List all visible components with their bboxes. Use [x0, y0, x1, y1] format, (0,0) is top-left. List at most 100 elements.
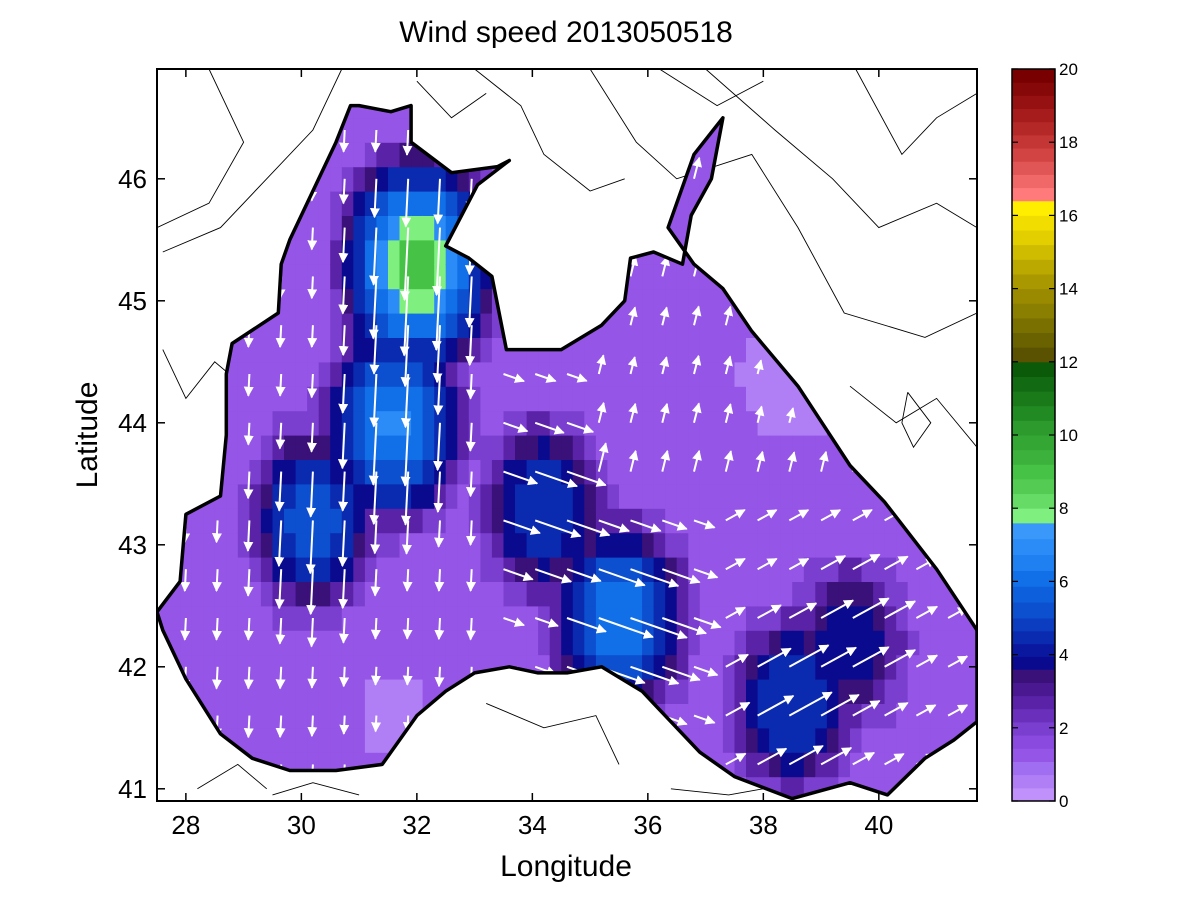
field-cell — [353, 166, 366, 192]
field-cell — [353, 117, 366, 143]
field-cell — [491, 337, 504, 363]
field-cell — [642, 581, 655, 607]
wind-arrow — [434, 520, 445, 548]
wind-arrow — [368, 422, 379, 486]
field-cell — [249, 508, 262, 534]
field-cell — [503, 532, 516, 558]
field-cell — [318, 264, 331, 290]
field-cell — [619, 532, 632, 558]
field-cell — [434, 239, 447, 265]
field-cell — [757, 410, 770, 436]
field-cell — [272, 410, 285, 436]
wind-arrow — [503, 373, 525, 383]
field-cell — [376, 630, 389, 656]
field-cell — [284, 435, 297, 460]
field-cell — [607, 361, 620, 387]
field-cell — [445, 361, 458, 387]
wind-arrow — [401, 520, 412, 555]
wind-arrow — [338, 178, 349, 205]
wind-arrow — [305, 520, 316, 575]
field-cell — [699, 605, 712, 631]
field-cell — [757, 752, 770, 778]
field-cell — [272, 386, 285, 412]
field-cell — [572, 410, 585, 436]
field-cell — [884, 654, 897, 680]
field-cell — [295, 630, 308, 656]
land-contour-line — [162, 69, 343, 253]
field-cell — [284, 337, 297, 363]
field-cell — [445, 288, 458, 314]
field-cell — [665, 264, 678, 290]
field-cell — [399, 605, 412, 631]
wind-arrow — [275, 715, 286, 739]
field-cell — [422, 361, 435, 387]
wind-arrow — [337, 520, 348, 568]
field-cell — [676, 679, 689, 704]
field-cell — [376, 264, 389, 290]
field-cell — [769, 703, 782, 729]
field-cell — [676, 459, 689, 485]
field-cell — [642, 361, 655, 387]
field-cell — [411, 557, 424, 582]
wind-arrow — [725, 752, 747, 766]
field-cell — [572, 361, 585, 387]
y-axis-title: Latitude — [71, 382, 104, 489]
field-cell — [445, 410, 458, 436]
field-cell — [619, 483, 632, 509]
field-cell — [653, 557, 666, 582]
field-cell — [653, 459, 666, 485]
field-cell — [896, 581, 909, 607]
field-cell — [630, 581, 643, 607]
field-cell — [919, 727, 932, 753]
field-cell — [330, 483, 343, 509]
field-cell — [249, 410, 262, 436]
field-cell — [353, 508, 366, 534]
field-cell — [792, 752, 805, 778]
colorbar-segment — [1012, 69, 1055, 83]
field-cell — [411, 581, 424, 607]
field-cell — [191, 630, 204, 656]
field-cell — [746, 483, 759, 509]
field-cell — [318, 654, 331, 680]
field-cell — [191, 581, 204, 607]
field-cell — [607, 459, 620, 485]
wind-arrow — [534, 470, 578, 488]
field-cell — [630, 313, 643, 338]
field-cell — [930, 727, 943, 753]
field-cell — [538, 483, 551, 509]
field-cell — [746, 386, 759, 412]
field-cell — [861, 581, 874, 607]
field-cell — [642, 435, 655, 460]
field-cell — [457, 581, 470, 607]
field-cell — [226, 435, 239, 460]
field-cell — [734, 679, 747, 704]
field-cell — [572, 483, 585, 509]
wind-arrow — [369, 373, 380, 428]
field-cell — [722, 581, 735, 607]
wind-arrow — [243, 617, 254, 641]
field-cell — [665, 337, 678, 363]
wind-arrow — [503, 519, 541, 535]
field-cell — [388, 117, 401, 143]
wind-arrow — [369, 178, 380, 219]
field-cell — [607, 410, 620, 436]
y-tick-label: 42 — [118, 652, 147, 682]
field-cell — [434, 581, 447, 607]
field-cell — [722, 703, 735, 729]
field-cell — [422, 435, 435, 460]
wind-arrow — [243, 471, 254, 500]
colorbar-tick-label: 20 — [1059, 60, 1078, 79]
field-cell — [907, 679, 920, 704]
field-cell — [746, 654, 759, 680]
field-cell — [457, 532, 470, 558]
colorbar-segment — [1012, 630, 1055, 645]
field-cell — [376, 239, 389, 265]
wind-arrow — [339, 666, 350, 688]
wind-arrow — [820, 509, 841, 522]
field-cell — [722, 508, 735, 534]
field-cell — [491, 508, 504, 534]
field-cell — [411, 435, 424, 460]
field-cell — [330, 679, 343, 704]
field-cell — [803, 679, 816, 704]
wind-arrow — [211, 569, 222, 592]
